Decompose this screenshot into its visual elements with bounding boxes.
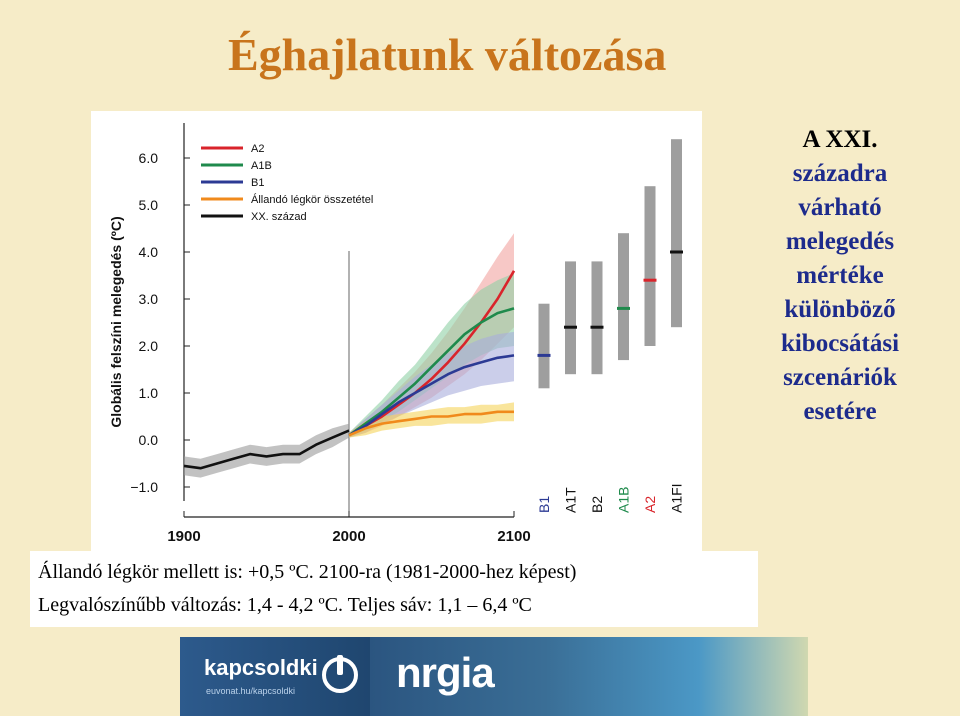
y-tick-label: 1.0 — [139, 385, 159, 401]
side-description: A XXI. századra várható melegedés mérték… — [752, 123, 928, 429]
y-tick-label: 5.0 — [139, 197, 159, 213]
chart-svg: Globális felszíni melegedés (ºC) 6.0 5.0 4.… — [108, 123, 685, 545]
y-tick-label: −1.0 — [130, 479, 158, 495]
caption-line-2: Legvalószínűbb változás: 1,4 - 4,2 ºC. T… — [38, 594, 532, 616]
side-line: esetére — [803, 398, 877, 425]
kapcsoldki-logo-text: kapcsoldki — [204, 655, 318, 680]
side-line: századra — [792, 160, 888, 187]
uncertainty-band — [349, 273, 514, 438]
x-tick-label: 2000 — [332, 528, 365, 545]
range-bar-label: A1FI — [669, 483, 685, 513]
nrgia-logo-text: nrgia — [396, 649, 495, 696]
legend-label: Állandó légkör összetétel — [251, 193, 373, 206]
kapcsoldki-logo[interactable]: kapcsoldki euvonat.hu/kapcsoldki — [180, 637, 370, 716]
warming-chart: Globális felszíni melegedés (ºC) 6.0 5.0 4.… — [91, 111, 702, 551]
range-bar — [591, 261, 603, 375]
y-tick-label: 2.0 — [139, 338, 159, 354]
power-icon — [322, 655, 358, 693]
range-bar — [644, 186, 656, 346]
range-bar-label: A1T — [563, 487, 579, 513]
kapcsoldki-logo-url: euvonat.hu/kapcsoldki — [206, 686, 296, 696]
side-line: mértéke — [796, 262, 884, 289]
legend-label: XX. század — [251, 211, 307, 223]
legend-label: A2 — [251, 143, 264, 155]
side-line: melegedés — [785, 228, 895, 255]
range-bar — [671, 139, 682, 328]
range-bar — [618, 233, 629, 361]
y-tick-label: 0.0 — [139, 432, 159, 448]
sponsor-banner[interactable]: kapcsoldki euvonat.hu/kapcsoldki nrgia — [180, 637, 808, 716]
x-tick-label: 1900 — [167, 528, 200, 545]
series-line — [348, 410, 514, 437]
side-line: szcenáriók — [783, 364, 897, 391]
caption-line-1: Állandó légkör mellett is: +0,5 ºC. 2100… — [38, 561, 577, 583]
y-tick-label: 6.0 — [139, 150, 159, 166]
range-bar-label: B1 — [536, 496, 552, 513]
caption-box: Állandó légkör mellett is: +0,5 ºC. 2100… — [30, 551, 758, 627]
uncertainty-band — [184, 423, 349, 478]
side-line: kibocsátási — [780, 330, 900, 357]
series-line — [348, 307, 515, 437]
side-line: A XXI. — [802, 126, 878, 153]
legend-label: B1 — [251, 177, 264, 189]
series-line — [348, 270, 516, 437]
range-bar — [565, 261, 576, 375]
legend-label: A1B — [251, 160, 272, 172]
side-line: várható — [798, 194, 882, 221]
y-axis-label: Globális felszíni melegedés (ºC) — [108, 216, 124, 427]
range-bar-label: A1B — [616, 487, 632, 513]
range-bar — [538, 303, 550, 389]
y-tick-label: 4.0 — [139, 244, 159, 260]
range-bar-label: A2 — [642, 496, 658, 513]
uncertainty-band — [349, 402, 514, 438]
series-line — [348, 354, 515, 437]
nrgia-logo[interactable]: nrgia — [370, 637, 808, 716]
series-line — [183, 429, 350, 470]
side-line: különböző — [784, 296, 896, 323]
range-bar-label: B2 — [589, 496, 605, 513]
y-tick-label: 3.0 — [139, 291, 159, 307]
slide-title: Éghajlatunk változása — [228, 29, 667, 80]
x-tick-label: 2100 — [497, 528, 530, 545]
